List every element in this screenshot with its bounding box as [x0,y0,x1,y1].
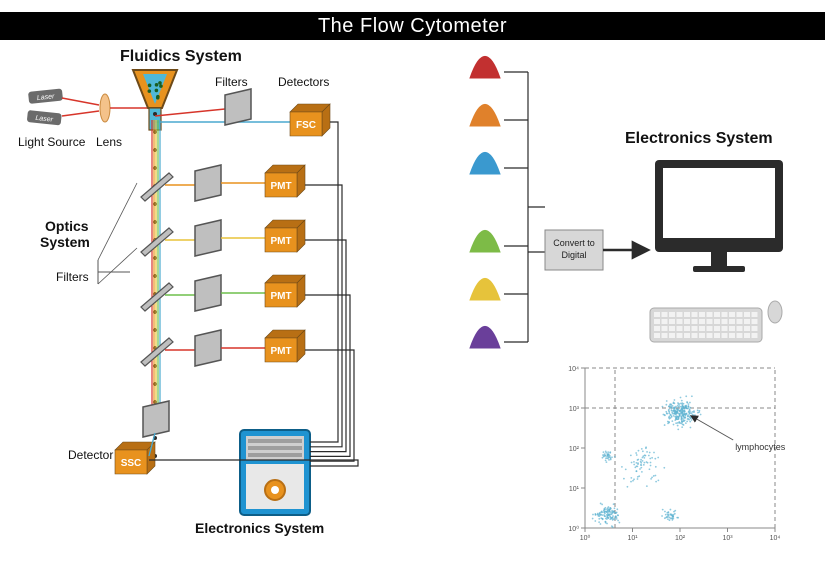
svg-text:10²: 10² [675,535,686,542]
svg-text:10¹: 10¹ [569,486,580,493]
svg-text:SSC: SSC [121,458,142,469]
svg-text:PMT: PMT [270,346,291,357]
svg-text:10³: 10³ [722,535,733,542]
svg-text:Convert to: Convert to [553,238,595,248]
svg-text:10⁴: 10⁴ [770,535,781,542]
svg-text:10⁰: 10⁰ [568,525,579,533]
svg-text:PMT: PMT [270,181,291,192]
svg-text:Digital: Digital [561,250,586,260]
svg-text:10²: 10² [569,446,580,453]
svg-text:lymphocytes: lymphocytes [735,442,786,452]
svg-text:10⁰: 10⁰ [580,534,591,542]
svg-text:10⁴: 10⁴ [568,366,579,373]
svg-text:PMT: PMT [270,291,291,302]
svg-text:PMT: PMT [270,236,291,247]
svg-text:FSC: FSC [296,120,316,131]
svg-text:10¹: 10¹ [627,535,638,542]
svg-text:10³: 10³ [569,406,580,413]
diagram-canvas: LaserLaserFSCPMTPMTPMTPMTSSCConvert toDi… [0,0,825,565]
